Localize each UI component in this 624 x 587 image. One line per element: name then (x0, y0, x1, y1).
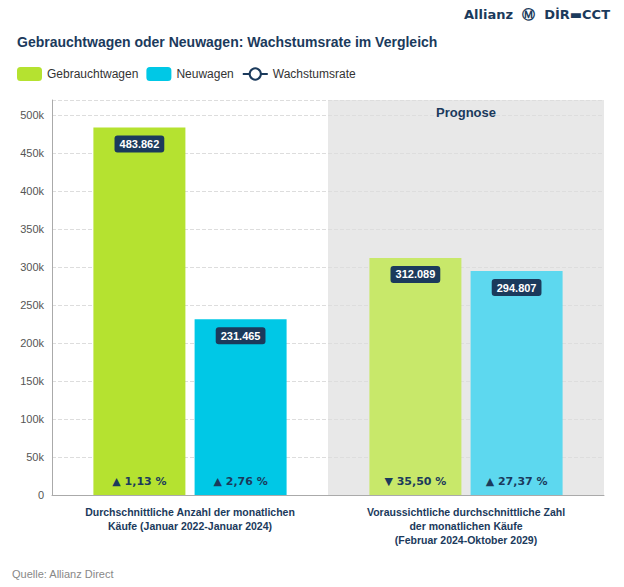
svg-text:350k: 350k (20, 223, 44, 235)
svg-text:312.089: 312.089 (396, 268, 436, 280)
svg-text:Allianz Ⓜ DİR▬CCT: Allianz Ⓜ DİR▬CCT (464, 7, 610, 22)
svg-text:400k: 400k (20, 185, 44, 197)
svg-text:200k: 200k (20, 337, 44, 349)
svg-text:Prognose: Prognose (436, 105, 496, 120)
svg-text:Quelle: Allianz Direct: Quelle: Allianz Direct (12, 568, 114, 580)
svg-text:Käufe (Januar 2022-Januar 2024: Käufe (Januar 2022-Januar 2024) (108, 520, 272, 532)
svg-text:483.862: 483.862 (120, 138, 160, 150)
svg-text:Gebrauchtwagen: Gebrauchtwagen (47, 67, 138, 81)
svg-text:Voraussichtliche durchschnittl: Voraussichtliche durchschnittliche Zahl (367, 506, 565, 518)
svg-text:500k: 500k (20, 109, 44, 121)
svg-text:Wachstumsrate: Wachstumsrate (273, 67, 356, 81)
svg-text:300k: 300k (20, 261, 44, 273)
svg-text:50k: 50k (26, 451, 44, 463)
svg-text:294.807: 294.807 (497, 282, 537, 294)
svg-text:450k: 450k (20, 147, 44, 159)
svg-text:▲ 2,76 %: ▲ 2,76 % (213, 475, 267, 488)
svg-text:Neuwagen: Neuwagen (176, 67, 233, 81)
svg-text:150k: 150k (20, 375, 44, 387)
svg-text:0: 0 (38, 489, 44, 501)
svg-text:Gebrauchtwagen oder Neuwagen:: Gebrauchtwagen oder Neuwagen: Wachstumsr… (17, 34, 437, 50)
svg-text:Durchschnittliche Anzahl der m: Durchschnittliche Anzahl der monatlichen (85, 506, 295, 518)
svg-text:▲ 1,13 %: ▲ 1,13 % (112, 475, 166, 488)
svg-text:der monatlichen Käufe: der monatlichen Käufe (409, 520, 522, 532)
svg-text:231.465: 231.465 (221, 330, 261, 342)
svg-text:100k: 100k (20, 413, 44, 425)
svg-text:▼ 35,50 %: ▼ 35,50 % (384, 475, 446, 488)
svg-text:▲ 27,37 %: ▲ 27,37 % (486, 475, 548, 488)
svg-text:250k: 250k (20, 299, 44, 311)
svg-text:(Februar 2024-Oktober 2029): (Februar 2024-Oktober 2029) (395, 534, 537, 546)
